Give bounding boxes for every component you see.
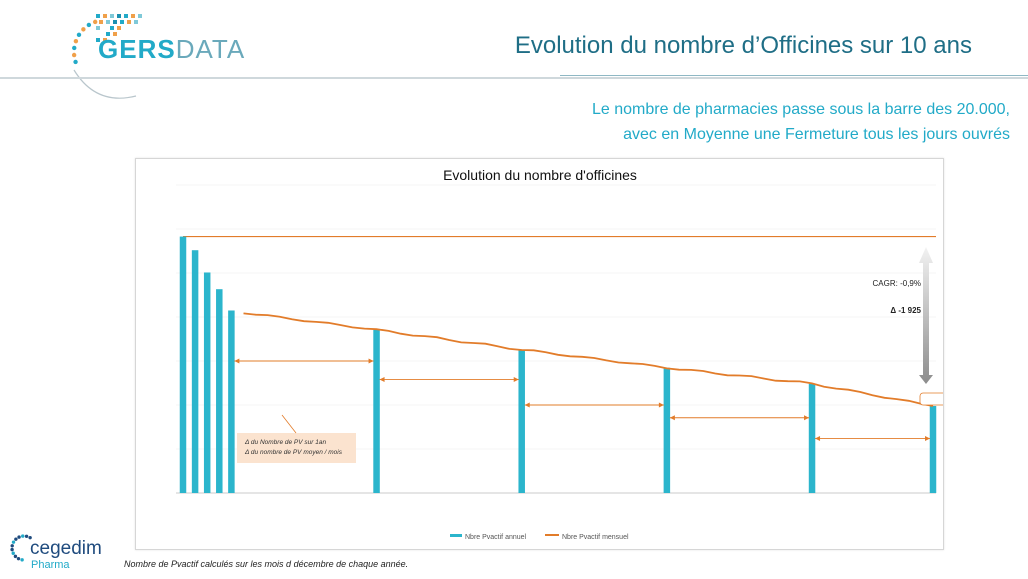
arrow-head-left xyxy=(524,402,530,408)
logo-dot xyxy=(113,20,117,24)
logo-dot xyxy=(113,32,117,36)
cegedim-logo-mark xyxy=(10,534,32,562)
logo-dot xyxy=(71,52,77,58)
legend-note-line-1: Δ du Nombre de PV sur 1an xyxy=(244,439,326,446)
logo-dot xyxy=(76,32,82,38)
arrow-head-right xyxy=(368,358,374,364)
arrow-head-left xyxy=(379,376,385,382)
cagr-arrow xyxy=(919,247,933,384)
cegedim-dot xyxy=(14,537,18,541)
cegedim-dot xyxy=(13,554,18,559)
cegedim-dot xyxy=(21,534,25,538)
bar-202012 xyxy=(518,349,525,493)
logo-dot xyxy=(117,26,121,30)
legend-note-line-2: Δ du nombre de PV moyen / mois xyxy=(244,449,343,456)
page-title: Evolution du nombre d’Officines sur 10 a… xyxy=(514,32,972,59)
logo-dot xyxy=(124,14,128,18)
legend-swatch-bar xyxy=(450,534,462,537)
cegedim-logo: cegedim xyxy=(30,538,102,559)
chart-title: Evolution du nombre d'officines xyxy=(443,167,637,183)
header-accent-divider xyxy=(560,75,1028,76)
last-value-box xyxy=(919,392,943,406)
logo-dot xyxy=(96,38,100,42)
logo-dot xyxy=(96,14,100,18)
delta-label: Δ -1 925 xyxy=(890,306,921,315)
logo-dot xyxy=(106,20,110,24)
gersdata-logo: GERSDATA xyxy=(98,34,246,64)
logo-dot xyxy=(103,14,107,18)
cegedim-dot xyxy=(28,535,32,540)
legend-note-box xyxy=(237,433,356,463)
logo-dot xyxy=(131,14,135,18)
arrow-head-right xyxy=(804,415,810,421)
logo-dot xyxy=(120,20,124,24)
bar-2014 xyxy=(179,236,187,493)
cegedim-logo-sub: Pharma xyxy=(31,559,70,571)
cegedim-dot xyxy=(16,556,21,561)
cegedim-dot xyxy=(11,551,15,555)
cegedim-dot xyxy=(20,558,24,562)
legend-label-bar: Nbre Pvactif annuel xyxy=(465,534,527,541)
bar-2017 xyxy=(216,289,223,493)
cegedim-dot xyxy=(10,544,14,548)
bar-2015 xyxy=(191,250,199,493)
bar-202212 xyxy=(808,383,816,493)
legend-note-pointer xyxy=(281,414,297,434)
subtitle-line-1: Le nombre de pharmacies passe sous la ba… xyxy=(591,101,1010,118)
bar-202310 xyxy=(929,405,937,493)
logo-dot xyxy=(106,32,110,36)
logo-dot xyxy=(73,38,79,44)
cegedim-dot xyxy=(17,535,21,539)
logo-dot xyxy=(127,20,131,24)
cegedim-dot xyxy=(24,534,29,538)
subtitle-line-2: avec en Moyenne une Fermeture tous les j… xyxy=(623,126,1010,143)
logo-dot xyxy=(72,45,77,51)
arrow-head-right xyxy=(925,435,930,441)
logo-dot xyxy=(81,27,86,32)
officines-chart: Evolution du nombre d'officines Δ du Nom… xyxy=(176,167,943,541)
header-divider xyxy=(0,77,1028,79)
bar-2018 xyxy=(228,310,235,493)
bar-202112 xyxy=(663,367,671,493)
bar-201912 xyxy=(373,329,380,493)
logo-dot xyxy=(134,20,138,24)
monthly-line xyxy=(243,312,934,407)
cegedim-dot xyxy=(10,547,14,552)
legend-swatch-line xyxy=(545,534,559,536)
cagr-label: CAGR: -0,9% xyxy=(873,279,921,288)
arrow-head-right xyxy=(513,376,519,382)
chart-panel: Evolution du nombre d'officines Δ du Nom… xyxy=(135,158,944,550)
arrow-head-right xyxy=(658,402,664,408)
logo-dot xyxy=(92,19,98,25)
arrow-head-left xyxy=(234,358,240,364)
footnote: Nombre de Pvactif calculés sur les mois … xyxy=(124,559,409,569)
logo-dot xyxy=(117,14,121,18)
logo-dot xyxy=(138,14,142,18)
logo-dot xyxy=(86,22,92,28)
logo-dot xyxy=(110,14,114,18)
arrow-head-left xyxy=(815,435,821,441)
cegedim-dot xyxy=(11,540,16,544)
logo-dot xyxy=(96,26,100,30)
logo-dot xyxy=(110,26,114,30)
logo-dot xyxy=(73,59,78,65)
bar-2016 xyxy=(203,272,211,493)
logo-dot xyxy=(103,38,107,42)
gersdata-logo-mark xyxy=(71,14,142,99)
legend-label-line: Nbre Pvactif mensuel xyxy=(562,534,629,541)
logo-dot xyxy=(99,20,103,24)
arrow-head-left xyxy=(669,415,675,421)
